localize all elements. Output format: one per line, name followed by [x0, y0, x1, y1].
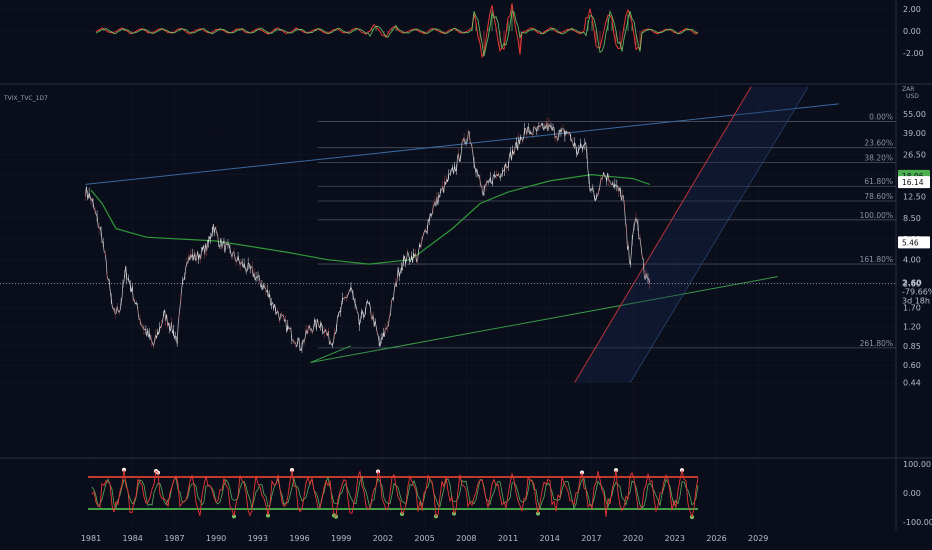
trendline-channel — [630, 86, 809, 383]
time-tick-label: 1999 — [331, 534, 351, 543]
trendline-early-support — [310, 345, 352, 363]
time-tick-label: 1993 — [248, 534, 268, 543]
bottom-tick-label: 100.00 — [903, 460, 931, 469]
time-tick-label: 2020 — [623, 534, 643, 543]
time-tick-label: 2017 — [581, 534, 601, 543]
price-series — [85, 117, 651, 353]
time-tick-label: 2029 — [748, 534, 768, 543]
time-tick-label: 2008 — [456, 534, 476, 543]
price-badge-bg — [898, 176, 930, 189]
last-price-line: 2.60-79.66%3d 18h — [0, 279, 932, 306]
currency-label[interactable]: USD — [906, 93, 919, 100]
time-tick-label: 2005 — [414, 534, 434, 543]
top-oscillator-red-line — [95, 3, 699, 59]
time-tick-label: 1984 — [123, 534, 143, 543]
top-oscillator-panel[interactable]: 2.00 0.00 -2.00 — [0, 3, 924, 59]
time-tick-label: 1990 — [206, 534, 226, 543]
time-tick-label: 1987 — [164, 534, 184, 543]
price-tick-label: 4.00 — [903, 256, 921, 265]
fib-level-label: 61.80% — [864, 177, 893, 186]
trendline-support — [310, 276, 778, 363]
last-price-change: -79.66% — [902, 288, 932, 297]
top-oscillator-green-line — [95, 9, 699, 57]
time-tick-label: 2002 — [373, 534, 393, 543]
bottom-tick-label: -100.00 — [903, 518, 932, 527]
bottom-oscillator-panel[interactable]: 100.00 0.00 -100.00 — [0, 460, 932, 527]
time-tick-label: 1981 — [81, 534, 101, 543]
channel-fill — [574, 86, 809, 383]
price-tick-label: 0.85 — [903, 342, 921, 351]
fib-level-label: 0.00% — [869, 113, 893, 122]
price-badge-bg — [898, 236, 930, 249]
fib-levels: 0.00% 23.60% 38.20% 61.80% 78.60% 100.00% 161.… — [318, 113, 896, 349]
top-tick-label: -2.00 — [903, 49, 924, 58]
time-tick-label: 1996 — [289, 534, 309, 543]
fib-level-label: 78.60% — [864, 192, 893, 201]
price-tick-label: 0.60 — [903, 361, 921, 370]
price-panel[interactable]: 0.00% 23.60% 38.20% 61.80% 78.60% 100.00% 161.… — [0, 86, 932, 528]
trendline-red — [574, 86, 752, 383]
bottom-oscillator-green-line — [91, 475, 699, 510]
price-tick-label: 12.50 — [903, 192, 926, 201]
price-tick-label: 1.70 — [903, 303, 921, 312]
symbol-title: TVIX_TVC_1D7 — [3, 95, 48, 102]
price-tick-label: 0.44 — [903, 378, 921, 387]
price-badge-text: 5.46 — [902, 238, 919, 247]
last-price-countdown: 3d 18h — [902, 297, 930, 306]
time-tick-label: 2026 — [706, 534, 726, 543]
price-tick-label: 26.50 — [903, 151, 926, 160]
time-tick-label: 2023 — [665, 534, 685, 543]
price-tick-label: 39.00 — [903, 129, 926, 138]
time-tick-label: 2014 — [540, 534, 560, 543]
top-tick-label: 2.00 — [903, 5, 921, 14]
fib-level-label: 100.00% — [860, 211, 893, 220]
scale-label[interactable]: ZAR — [902, 86, 914, 93]
fib-level-label: 23.60% — [864, 139, 893, 148]
last-price-value: 2.60 — [902, 279, 922, 288]
bottom-tick-label: 0.00 — [903, 489, 921, 498]
fib-level-label: 38.20% — [864, 153, 893, 162]
time-axis[interactable]: 1981 1984 1987 1990 1993 1996 1999 2002 2005 2008… — [81, 534, 769, 543]
top-tick-label: 0.00 — [903, 27, 921, 36]
price-tick-label: 55.00 — [903, 110, 926, 119]
price-badge-text: 16.14 — [902, 178, 924, 187]
price-badges: 18.0616.145.46 — [898, 169, 930, 249]
fib-level-label: 161.80% — [860, 255, 893, 264]
price-tick-label: 8.50 — [903, 214, 921, 223]
time-tick-label: 2011 — [498, 534, 518, 543]
price-tick-label: 2.60 — [903, 280, 921, 289]
fib-level-label: 261.80% — [860, 339, 893, 348]
price-tick-label: 1.20 — [903, 323, 921, 332]
bottom-oscillator-red-line — [91, 469, 699, 519]
